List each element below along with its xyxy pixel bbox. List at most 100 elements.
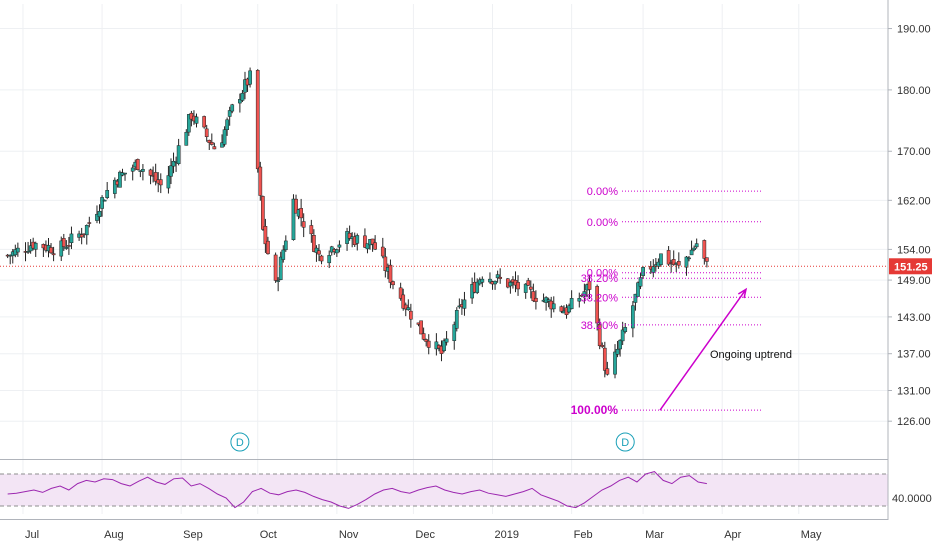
candle-down xyxy=(153,163,158,186)
candle-up xyxy=(141,164,145,181)
price-tick-label: 180.00 xyxy=(897,85,931,97)
candle-body xyxy=(495,274,500,279)
candle-body xyxy=(105,190,110,198)
candle-body xyxy=(391,281,395,286)
candle-up xyxy=(120,168,125,177)
fib-level-label: 38.20% xyxy=(581,292,619,304)
candle-body xyxy=(212,146,217,150)
candle-down xyxy=(421,327,426,341)
candle-up xyxy=(225,117,229,136)
candle-up xyxy=(638,272,643,290)
price-tick-label: 154.00 xyxy=(897,244,931,256)
candle-up xyxy=(84,224,89,245)
candle-body xyxy=(225,119,229,130)
candle-up xyxy=(240,90,245,103)
overlay: Ongoing uptrend D D xyxy=(0,265,888,452)
time-tick-label: Oct xyxy=(260,529,277,541)
candle-body xyxy=(577,298,582,302)
price-tick-label: 162.00 xyxy=(897,195,931,207)
candle-down xyxy=(67,236,71,255)
candle-down xyxy=(294,194,298,214)
candle-body xyxy=(388,264,393,283)
candle-up xyxy=(230,103,235,114)
candle-up xyxy=(169,158,173,185)
candle-down xyxy=(370,238,375,252)
candle-up xyxy=(620,321,625,346)
candle-down xyxy=(516,275,520,296)
candle-body xyxy=(702,240,707,259)
candle-body xyxy=(64,247,69,249)
candle-up xyxy=(462,291,467,316)
candle-body xyxy=(202,116,207,128)
candle-body xyxy=(16,247,20,253)
candle-down xyxy=(51,246,56,262)
candle-body xyxy=(631,305,635,329)
candle-body xyxy=(153,172,158,182)
candle-up xyxy=(281,245,286,263)
uptrend-arrow xyxy=(659,288,747,411)
candle-up xyxy=(130,164,135,181)
candle-down xyxy=(409,303,413,328)
annotation-label: Ongoing uptrend xyxy=(710,349,792,361)
candle-body xyxy=(263,226,268,245)
candle-body xyxy=(551,303,556,310)
candle-body xyxy=(597,323,602,347)
candle-down xyxy=(260,195,265,231)
candles xyxy=(5,67,709,379)
candle-up xyxy=(551,296,556,313)
candle-up xyxy=(434,333,439,356)
event-badge-label: D xyxy=(236,437,244,449)
candle-up xyxy=(283,235,288,252)
candle-body xyxy=(276,280,281,282)
fib-level-label: 38.20% xyxy=(581,320,619,332)
candle-body xyxy=(613,351,617,375)
candle-down xyxy=(87,216,92,228)
candle-down xyxy=(255,69,260,173)
candle-up xyxy=(102,199,107,202)
candle-down xyxy=(148,168,153,185)
candle-up xyxy=(444,331,449,346)
candle-up xyxy=(684,255,689,276)
candle-up xyxy=(480,276,485,288)
candle-body xyxy=(347,232,352,239)
candle-body xyxy=(559,306,564,312)
candle-up xyxy=(495,270,500,283)
candle-up xyxy=(406,299,411,311)
candle-body xyxy=(600,345,605,347)
candle-down xyxy=(426,334,431,355)
rsi-pane xyxy=(0,471,888,509)
candle-body xyxy=(401,294,406,309)
candle-body xyxy=(452,324,457,341)
candle-body xyxy=(184,131,189,146)
candle-down xyxy=(207,139,212,150)
candle-down xyxy=(559,305,564,314)
candle-body xyxy=(33,242,38,250)
candle-body xyxy=(97,210,102,218)
candle-body xyxy=(135,159,140,170)
candle-up xyxy=(171,152,176,174)
candle-body xyxy=(141,169,145,172)
candle-body xyxy=(687,257,691,260)
candle-body xyxy=(69,233,74,244)
candle-down xyxy=(258,161,263,201)
time-tick-label: Sep xyxy=(183,529,203,541)
candle-body xyxy=(291,198,296,240)
candle-body xyxy=(480,278,485,283)
candle-body xyxy=(209,142,214,145)
candle-up xyxy=(227,106,232,126)
candle-body xyxy=(309,225,314,235)
event-badge-label: D xyxy=(621,437,629,449)
candle-up xyxy=(631,301,635,338)
candle-body xyxy=(676,261,681,266)
candle-up xyxy=(636,281,640,297)
candle-down xyxy=(526,277,531,286)
candle-body xyxy=(528,286,533,290)
candle-body xyxy=(49,247,53,254)
candle-body xyxy=(220,142,224,148)
candle-body xyxy=(123,172,127,175)
candle-down xyxy=(398,282,403,301)
candle-down xyxy=(61,233,66,251)
candle-up xyxy=(276,277,281,292)
uptrend-arrowhead xyxy=(737,287,748,299)
candle-up xyxy=(238,93,242,113)
